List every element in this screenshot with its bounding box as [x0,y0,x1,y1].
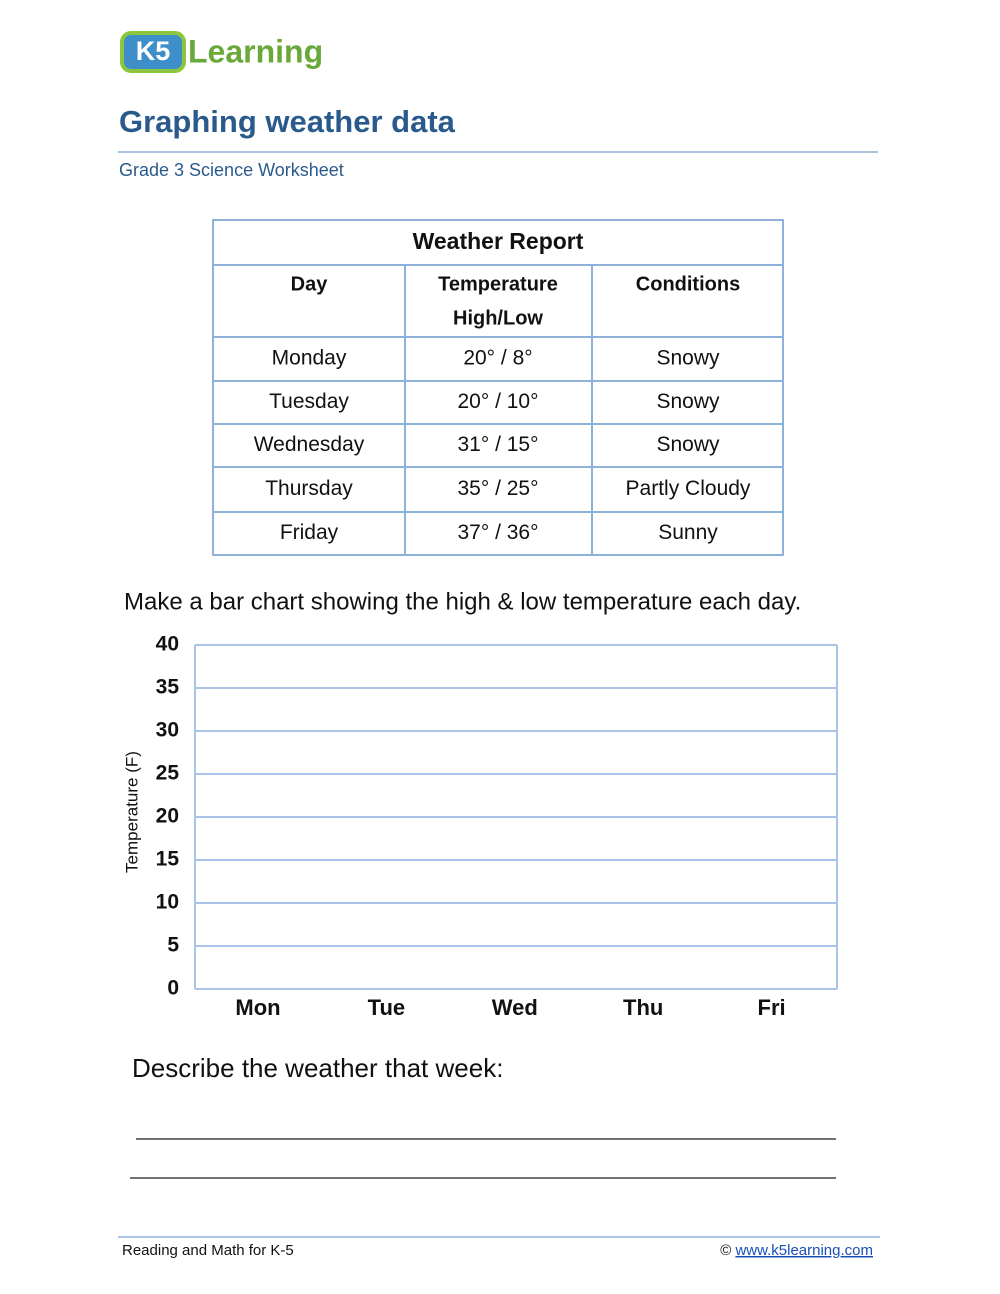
subtitle: Grade 3 Science Worksheet [119,160,344,180]
x-tick-label: Wed [492,995,538,1020]
column-header: Temperature [438,273,558,295]
table-cell: Snowy [656,390,720,413]
title: Graphing weather data [119,104,456,139]
table-cell: 20° / 10° [457,390,538,413]
x-tick-label: Fri [758,995,786,1020]
table-title: Weather Report [413,228,584,254]
y-tick-label: 10 [156,891,179,914]
copyright: © [720,1242,731,1259]
table-cell: Friday [280,521,339,544]
y-axis-label: Temperature (F) [122,751,141,873]
table-cell: Monday [272,347,347,370]
table-cell: 37° / 36° [457,521,538,544]
table-cell: 35° / 25° [457,477,538,500]
x-tick-label: Tue [368,995,405,1020]
table-cell: Snowy [656,433,720,456]
logo-text: Learning [188,33,323,69]
y-tick-label: 25 [156,762,180,785]
table-cell: Thursday [265,477,353,500]
y-tick-label: 0 [167,977,179,1000]
column-header: Conditions [636,273,740,295]
prompt: Make a bar chart showing the high & low … [124,588,801,615]
table-cell: Sunny [658,521,718,544]
footer-link[interactable]: www.k5learning.com [734,1242,873,1259]
y-tick-label: 5 [167,934,179,957]
table-border [212,219,784,556]
y-tick-label: 15 [156,848,180,871]
y-tick-label: 20 [156,805,179,828]
x-tick-label: Thu [623,995,663,1020]
x-tick-label: Mon [235,995,280,1020]
blank-chart: 0 5 10 15 20 25 30 35 40 Mon Tue Wed Thu Fri Temperatu… [122,633,838,1020]
footer-left: Reading and Math for K-5 [122,1242,294,1259]
y-tick-label: 35 [156,676,180,699]
logo-badge-box [120,31,186,73]
table-cell: 20° / 8° [463,347,532,370]
column-header: High/Low [453,307,543,329]
table-cell: Partly Cloudy [626,477,751,500]
question: Describe the weather that week: [132,1053,503,1083]
table-cell: Snowy [656,347,720,370]
logo: K5 Learning [120,31,323,73]
column-header: Day [291,273,329,295]
logo-badge: K5 [136,36,171,66]
table-cell: Tuesday [269,390,349,413]
footer-right: © www.k5learning.com [720,1242,873,1259]
y-tick-label: 40 [156,633,179,656]
table-cell: 31° / 15° [457,433,538,456]
table-cell: Wednesday [254,433,365,456]
weather-table: Weather Report Day Temperature High/Low Cond… [212,219,784,556]
y-tick-label: 30 [156,719,179,742]
